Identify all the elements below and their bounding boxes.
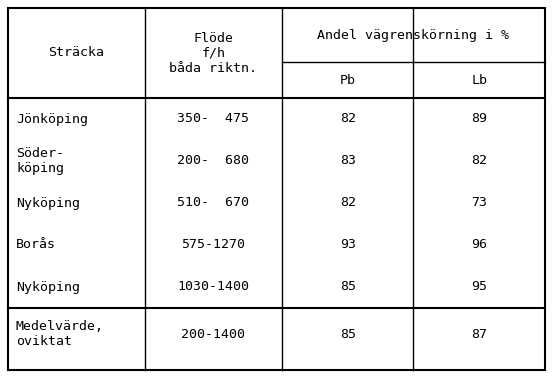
Text: Nyköping: Nyköping [16, 197, 80, 209]
Text: 1030-1400: 1030-1400 [178, 280, 249, 293]
Text: 87: 87 [471, 327, 487, 341]
Text: 95: 95 [471, 280, 487, 293]
Text: 85: 85 [340, 327, 356, 341]
Text: Pb: Pb [340, 73, 356, 87]
Text: 350-  475: 350- 475 [178, 113, 249, 125]
Text: 83: 83 [340, 155, 356, 167]
Text: Sträcka: Sträcka [49, 46, 105, 59]
Text: Jönköping: Jönköping [16, 113, 88, 125]
Text: 200-1400: 200-1400 [181, 327, 246, 341]
Text: 89: 89 [471, 113, 487, 125]
Text: 575-1270: 575-1270 [181, 239, 246, 251]
Text: 93: 93 [340, 239, 356, 251]
Text: Borås: Borås [16, 239, 56, 251]
Text: 82: 82 [471, 155, 487, 167]
Text: 200-  680: 200- 680 [178, 155, 249, 167]
Text: 96: 96 [471, 239, 487, 251]
Text: Söder-
köping: Söder- köping [16, 147, 64, 175]
Text: Medelvärde,
oviktat: Medelvärde, oviktat [16, 320, 104, 348]
Text: Lb: Lb [471, 73, 487, 87]
Text: Andel vägrenskörning i %: Andel vägrenskörning i % [317, 28, 509, 42]
Text: Flöde
f/h
båda riktn.: Flöde f/h båda riktn. [169, 31, 257, 74]
Text: Nyköping: Nyköping [16, 280, 80, 293]
Text: 82: 82 [340, 113, 356, 125]
Text: 510-  670: 510- 670 [178, 197, 249, 209]
Text: 73: 73 [471, 197, 487, 209]
Text: 85: 85 [340, 280, 356, 293]
Text: 82: 82 [340, 197, 356, 209]
